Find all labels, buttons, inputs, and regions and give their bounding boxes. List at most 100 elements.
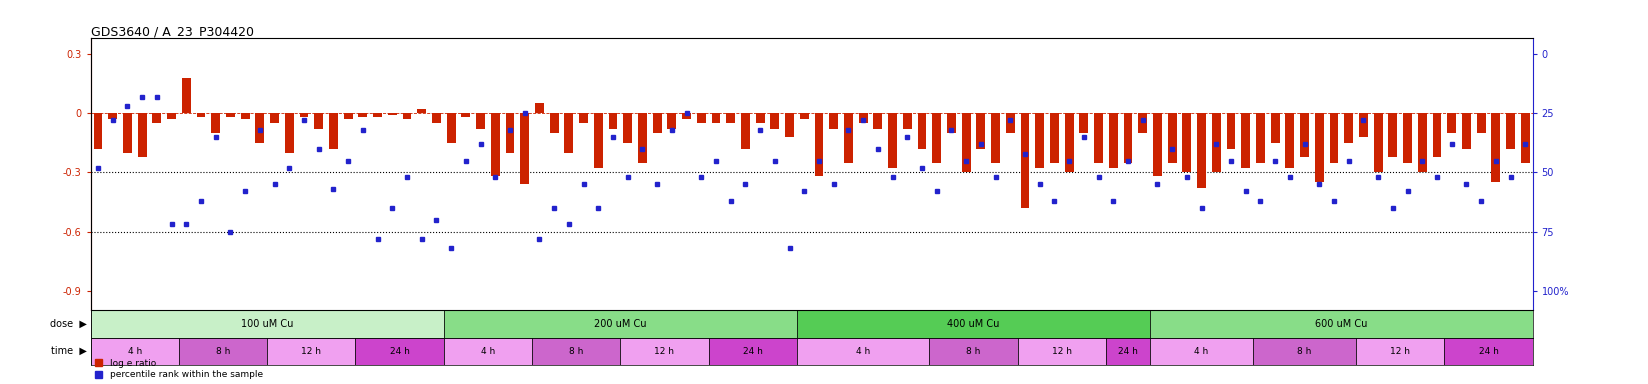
- Bar: [623, 113, 633, 143]
- Bar: [667, 113, 676, 129]
- Text: 24 h: 24 h: [1117, 347, 1137, 356]
- Bar: [1315, 113, 1323, 182]
- Bar: [814, 113, 824, 176]
- Bar: [1150, 310, 1533, 338]
- Bar: [1374, 113, 1383, 172]
- Bar: [285, 113, 293, 153]
- Bar: [1300, 113, 1309, 157]
- Bar: [300, 113, 308, 117]
- Bar: [109, 113, 117, 119]
- Bar: [1109, 113, 1117, 169]
- Bar: [387, 113, 397, 115]
- Bar: [929, 338, 1017, 365]
- Bar: [798, 338, 929, 365]
- Bar: [1065, 113, 1073, 172]
- Bar: [1050, 113, 1058, 162]
- Bar: [1211, 113, 1221, 172]
- Bar: [443, 310, 798, 338]
- Text: 12 h: 12 h: [302, 347, 321, 356]
- Text: 4 h: 4 h: [855, 347, 870, 356]
- Bar: [1106, 338, 1150, 365]
- Bar: [638, 113, 646, 162]
- Bar: [564, 113, 574, 153]
- Bar: [1402, 113, 1412, 162]
- Bar: [844, 113, 854, 162]
- Bar: [1154, 113, 1162, 176]
- Bar: [1462, 113, 1470, 149]
- Bar: [1035, 113, 1045, 169]
- Bar: [1356, 338, 1444, 365]
- Bar: [476, 113, 485, 129]
- Bar: [1447, 113, 1457, 133]
- Bar: [742, 113, 750, 149]
- Bar: [1094, 113, 1103, 162]
- Bar: [196, 113, 206, 117]
- Bar: [461, 113, 470, 117]
- Bar: [784, 113, 794, 137]
- Bar: [712, 113, 720, 123]
- Bar: [241, 113, 249, 119]
- Bar: [181, 78, 191, 113]
- Bar: [1182, 113, 1192, 172]
- Bar: [1168, 113, 1177, 162]
- Bar: [829, 113, 839, 129]
- Bar: [709, 338, 798, 365]
- Text: 8 h: 8 h: [569, 347, 583, 356]
- Text: 8 h: 8 h: [216, 347, 231, 356]
- Bar: [1079, 113, 1088, 133]
- Bar: [697, 113, 705, 123]
- Bar: [166, 113, 176, 119]
- Bar: [962, 113, 971, 172]
- Bar: [417, 109, 427, 113]
- Text: 4 h: 4 h: [1195, 347, 1208, 356]
- Bar: [536, 103, 544, 113]
- Bar: [491, 113, 499, 176]
- Bar: [267, 338, 356, 365]
- Bar: [138, 113, 147, 157]
- Bar: [180, 338, 267, 365]
- Bar: [620, 338, 709, 365]
- Bar: [124, 113, 132, 153]
- Bar: [91, 338, 180, 365]
- Bar: [770, 113, 780, 129]
- Bar: [608, 113, 618, 129]
- Bar: [1017, 338, 1106, 365]
- Bar: [990, 113, 1000, 162]
- Bar: [933, 113, 941, 162]
- Bar: [211, 113, 221, 133]
- Bar: [653, 113, 661, 133]
- Bar: [1345, 113, 1353, 143]
- Bar: [550, 113, 559, 133]
- Bar: [532, 338, 620, 365]
- Bar: [976, 113, 986, 149]
- Bar: [1150, 338, 1252, 365]
- Bar: [1139, 113, 1147, 133]
- Bar: [521, 113, 529, 184]
- Text: 400 uM Cu: 400 uM Cu: [948, 319, 1000, 329]
- Bar: [358, 113, 368, 117]
- Bar: [859, 113, 867, 123]
- Bar: [948, 113, 956, 133]
- Bar: [372, 113, 382, 117]
- Text: 12 h: 12 h: [1391, 347, 1411, 356]
- Bar: [682, 113, 691, 119]
- Bar: [152, 113, 162, 123]
- Bar: [1360, 113, 1368, 137]
- Text: 24 h: 24 h: [389, 347, 410, 356]
- Text: 4 h: 4 h: [127, 347, 142, 356]
- Bar: [799, 113, 809, 119]
- Bar: [1330, 113, 1338, 162]
- Bar: [727, 113, 735, 123]
- Bar: [1252, 338, 1356, 365]
- Text: 24 h: 24 h: [1478, 347, 1498, 356]
- Bar: [1521, 113, 1529, 162]
- Text: 24 h: 24 h: [743, 347, 763, 356]
- Bar: [402, 113, 412, 119]
- Bar: [1271, 113, 1279, 143]
- Bar: [506, 113, 514, 153]
- Legend: log e ratio, percentile rank within the sample: log e ratio, percentile rank within the …: [96, 359, 262, 379]
- Bar: [756, 113, 765, 123]
- Bar: [798, 310, 1150, 338]
- Bar: [432, 113, 440, 123]
- Text: 600 uM Cu: 600 uM Cu: [1315, 319, 1368, 329]
